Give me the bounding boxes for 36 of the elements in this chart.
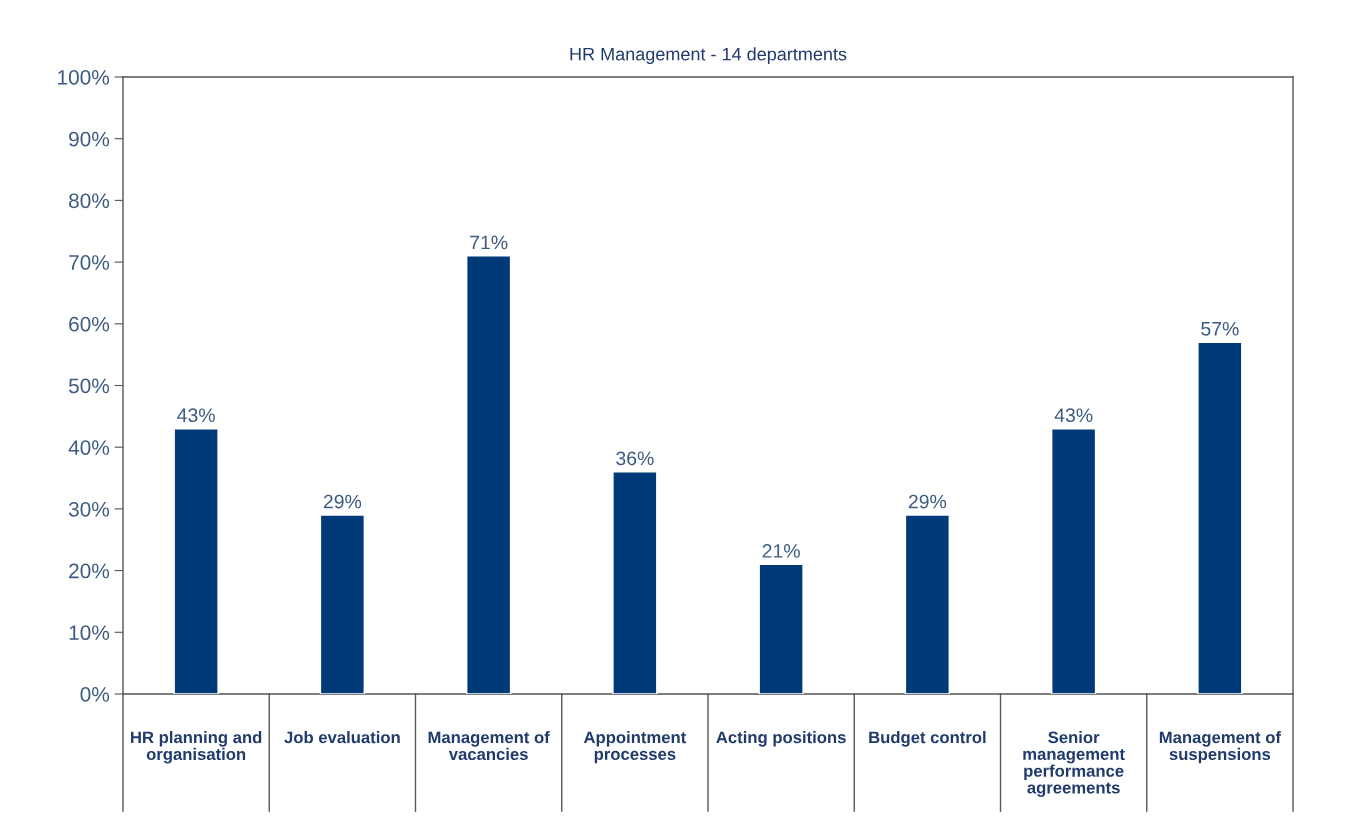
data-label: 43% (1054, 408, 1093, 423)
y-tick-label: 70% (69, 255, 110, 270)
bar (1197, 341, 1243, 694)
x-tick-label: Appointment processes (583, 731, 687, 764)
y-tick-label: 50% (68, 378, 110, 394)
x-tick-label: Job evaluation (284, 731, 400, 744)
x-tick-label: Budget control (869, 731, 986, 747)
y-tick-label: 10% (69, 625, 110, 641)
y-tick-label: 100% (58, 70, 110, 85)
data-label: 29% (908, 494, 947, 509)
x-tick-label: Acting positions (716, 731, 846, 747)
data-label: 29% (323, 494, 362, 509)
bar (904, 514, 951, 694)
y-tick-label: 30% (68, 501, 110, 517)
y-tick-label: 90% (69, 131, 110, 147)
x-tick-label: Management of suspensions (1159, 731, 1282, 764)
y-tick-label: 0% (80, 687, 110, 702)
data-label: 21% (762, 544, 800, 558)
data-label: 57% (1201, 322, 1239, 336)
bar (319, 514, 366, 694)
bar (1050, 427, 1097, 694)
y-tick-label: 60% (69, 316, 110, 332)
y-tick-label: 40% (68, 440, 110, 455)
bar (758, 563, 804, 694)
bar (612, 471, 658, 694)
bar (465, 255, 512, 694)
bar (173, 427, 219, 694)
data-label: 43% (177, 408, 215, 423)
y-tick-label: 20% (69, 563, 110, 579)
x-tick-label: Senior management performance agreements (1023, 731, 1125, 797)
y-tick-label: 80% (69, 193, 110, 209)
data-label: 36% (616, 451, 654, 466)
x-tick-label: Management of vacancies (428, 731, 550, 761)
data-label: 71% (470, 235, 508, 250)
chart-title: HR Management - 14 departments (570, 47, 847, 65)
x-tick-label: HR planning and organisation (131, 731, 262, 764)
